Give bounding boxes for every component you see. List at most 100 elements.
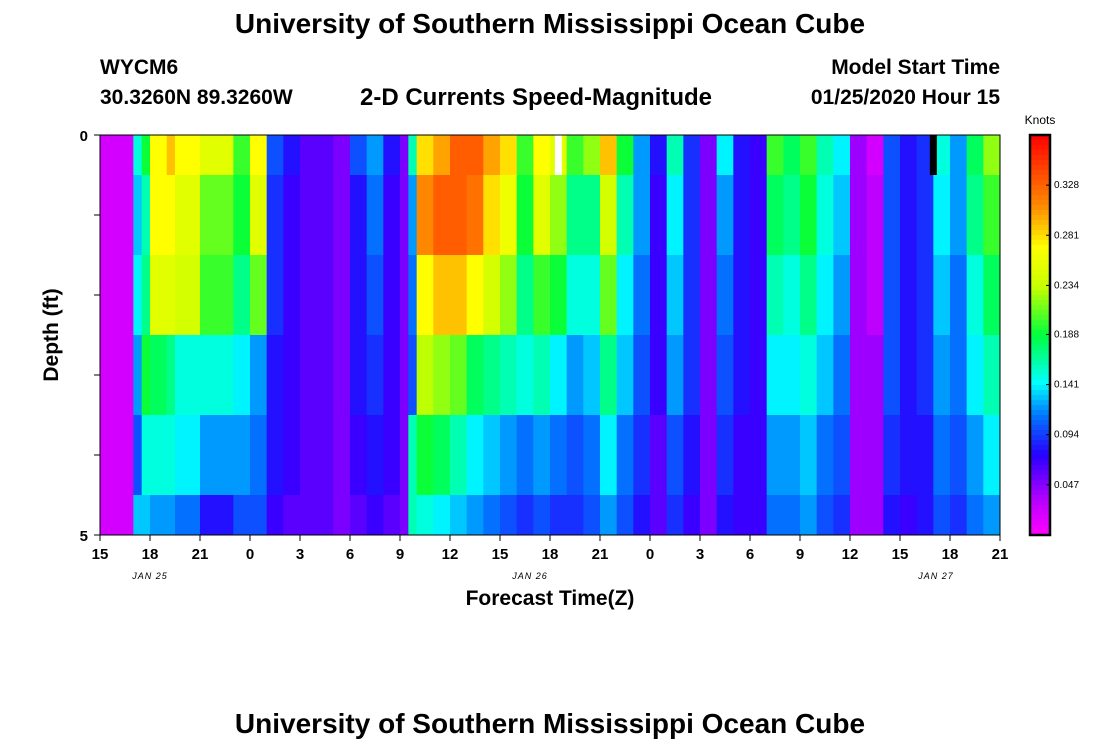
colorbar-segment	[1030, 395, 1050, 401]
heatmap-cell	[333, 175, 351, 255]
x-tick-label: 21	[992, 546, 1009, 563]
heatmap-cell	[583, 135, 601, 175]
heatmap-cell	[233, 415, 251, 495]
heatmap-cell	[800, 415, 818, 495]
heatmap-cell	[950, 175, 968, 255]
heatmap-cell	[700, 175, 718, 255]
heatmap-cell	[983, 495, 1001, 535]
y-tick-label: 5	[80, 528, 88, 545]
heatmap-cell	[483, 135, 501, 175]
colorbar-segment	[1030, 375, 1050, 381]
heatmap-cell	[900, 495, 918, 535]
colorbar-tick-label: 0.188	[1054, 329, 1079, 340]
heatmap-cell	[533, 135, 551, 175]
heatmap-cell	[350, 135, 368, 175]
heatmap-cell	[350, 255, 368, 335]
heatmap-cell	[883, 495, 901, 535]
heatmap-cell	[966, 175, 984, 255]
colorbar-segment	[1030, 215, 1050, 221]
colorbar-segment	[1030, 320, 1050, 326]
colorbar-segment	[1030, 220, 1050, 226]
heatmap-cell	[250, 175, 268, 255]
heatmap-cell	[333, 335, 351, 415]
x-date-label: JAN 25	[131, 571, 168, 581]
heatmap-cell	[500, 175, 518, 255]
heatmap-cell	[800, 135, 818, 175]
heatmap-cell	[666, 175, 684, 255]
heatmap-cell	[500, 495, 518, 535]
heatmap-cell	[266, 335, 284, 415]
heatmap-cell	[483, 415, 501, 495]
heatmap-cell	[833, 335, 851, 415]
heatmap-cell	[733, 335, 751, 415]
colorbar-segment	[1030, 250, 1050, 256]
heatmap-cell	[150, 135, 168, 175]
heatmap-cell	[300, 495, 318, 535]
heatmap-cell	[566, 135, 584, 175]
heatmap-cell	[316, 495, 334, 535]
heatmap-cell	[233, 255, 251, 335]
colorbar-segment	[1030, 240, 1050, 246]
heatmap-cell	[683, 135, 701, 175]
x-tick-label: 18	[542, 546, 559, 563]
colorbar-segment	[1030, 410, 1050, 416]
heatmap-cell	[683, 495, 701, 535]
x-tick-label: 3	[296, 546, 304, 563]
colorbar-segment	[1030, 260, 1050, 266]
heatmap-cell	[200, 415, 234, 495]
heatmap-cell	[950, 415, 968, 495]
heatmap-cell	[533, 495, 551, 535]
x-tick-label: 9	[396, 546, 404, 563]
heatmap-cell	[400, 175, 409, 255]
heatmap-cell	[100, 255, 126, 335]
heatmap-cell	[966, 335, 984, 415]
heatmap-cell	[683, 415, 701, 495]
heatmap-cell	[616, 175, 634, 255]
heatmap-cell	[966, 255, 984, 335]
heatmap-cell	[300, 415, 318, 495]
colorbar-segment	[1030, 305, 1050, 311]
heatmap-cell	[733, 495, 751, 535]
heatmap-cell	[100, 335, 126, 415]
station-id: WYCM6	[100, 56, 179, 79]
heatmap-cell	[466, 495, 484, 535]
x-tick-label: 6	[746, 546, 754, 563]
heatmap-cell	[166, 335, 176, 415]
heatmap-cell	[583, 255, 601, 335]
y-axis-title: Depth (ft)	[40, 288, 63, 381]
heatmap-cell	[250, 335, 268, 415]
heatmap-cell	[950, 495, 968, 535]
heatmap-cell	[200, 135, 234, 175]
heatmap-cell	[166, 415, 176, 495]
heatmap-cell	[483, 175, 501, 255]
heatmap-cell	[450, 415, 468, 495]
heatmap-cell	[233, 175, 251, 255]
colorbar-segment	[1030, 295, 1050, 301]
heatmap-cell	[333, 255, 351, 335]
heatmap-cell	[750, 175, 768, 255]
colorbar-segment	[1030, 300, 1050, 306]
colorbar-segment	[1030, 430, 1050, 436]
colorbar-segment	[1030, 190, 1050, 196]
heatmap-cell	[916, 255, 934, 335]
colorbar-tick-label: 0.328	[1054, 180, 1079, 191]
heatmap-cell	[500, 335, 518, 415]
heatmap-cell	[100, 495, 126, 535]
heatmap-cell	[716, 495, 734, 535]
colorbar-segment	[1030, 210, 1050, 216]
heatmap-cell	[950, 135, 968, 175]
heatmap-cell	[866, 495, 884, 535]
heatmap-cell	[616, 335, 634, 415]
heatmap-cell	[416, 255, 434, 335]
heatmap-cell	[600, 175, 618, 255]
heatmap-cell	[433, 415, 451, 495]
heatmap-cell	[316, 135, 334, 175]
colorbar-segment	[1030, 455, 1050, 461]
heatmap-cell	[450, 335, 468, 415]
colorbar-segment	[1030, 355, 1050, 361]
heatmap-cell	[166, 495, 176, 535]
colorbar-segment	[1030, 180, 1050, 186]
heatmap-cell	[550, 495, 568, 535]
heatmap-cell	[166, 255, 176, 335]
heatmap-cell	[983, 335, 1001, 415]
